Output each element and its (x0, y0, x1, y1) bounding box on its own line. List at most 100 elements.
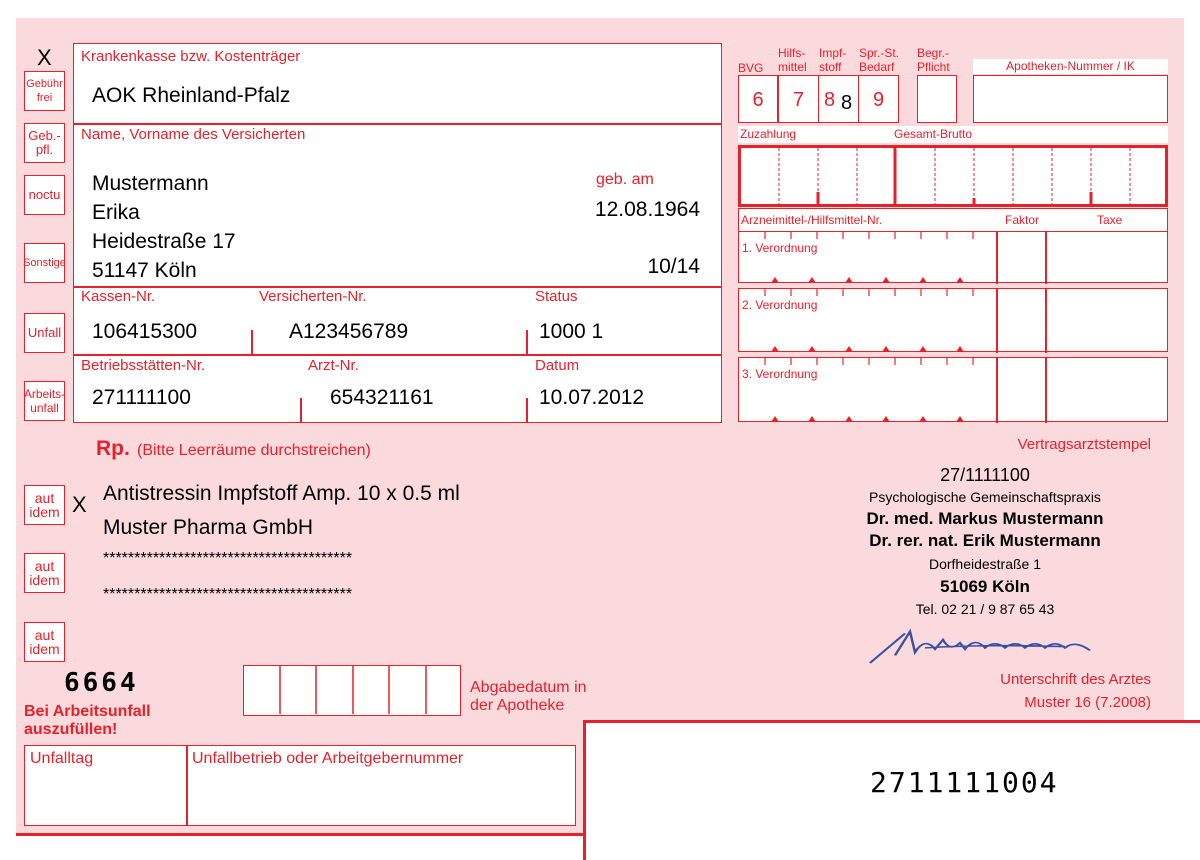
price-grid (778, 148, 1131, 204)
divider (73, 354, 722, 356)
rx-line-3[interactable]: **************************************** (103, 550, 353, 567)
checkbox-gebuehr-frei[interactable]: Gebühr frei (24, 71, 65, 111)
betriebs-value[interactable]: 271111100 (92, 386, 191, 409)
unfallbetrieb-label: Unfallbetrieb oder Arbeitgebernummer (192, 750, 464, 767)
betriebs-label: Betriebsstätten-Nr. (81, 357, 206, 374)
rx-line-4[interactable]: **************************************** (103, 586, 353, 603)
tick (526, 330, 528, 354)
checkbox-aut-idem-3[interactable]: aut idem (24, 622, 65, 662)
verordnung-label: 2. Verordnung (742, 298, 818, 312)
validity-value[interactable]: 10/14 (647, 255, 700, 278)
begr-box[interactable] (917, 75, 957, 123)
checkbox-sonstige[interactable]: Sonstige (23, 243, 66, 283)
apotheke-box[interactable] (973, 75, 1168, 123)
doctor-stamp: 27/1111100 Psychologische Gemeinschaftsp… (820, 464, 1150, 620)
form-cut-area (583, 720, 1200, 860)
stamp-phone: Tel. 02 21 / 9 87 65 43 (915, 601, 1055, 617)
checkbox-label: Geb.- pfl. (28, 128, 61, 157)
doctor-signature (868, 628, 1091, 664)
checkbox-label: aut idem (29, 627, 60, 657)
hilfsmittel-box[interactable]: 7 (778, 75, 819, 123)
taxe-label: Taxe (1097, 213, 1123, 227)
stamp-label: Vertragsarztstempel (1017, 436, 1151, 453)
checkbox-geb-pfl[interactable]: Geb.- pfl. (24, 123, 65, 163)
arbeitsunfall-warning: Bei Arbeitsunfall auszufüllen! (24, 703, 151, 738)
unfall-box[interactable] (24, 745, 576, 826)
pricing-header (738, 126, 1168, 143)
versicherten-label: Versicherten-Nr. (259, 288, 367, 305)
checkbox-aut-idem-2[interactable]: aut idem (24, 553, 65, 593)
patient-lastname: Mustermann (92, 172, 209, 195)
signature-label: Unterschrift des Arztes (1000, 671, 1151, 688)
stamp-practice: Psychologische Gemeinschaftspraxis (869, 489, 1101, 505)
checkbox-aut-idem-1[interactable]: aut idem (24, 485, 65, 525)
checkbox-label: Sonstige (23, 257, 66, 269)
divider (73, 286, 722, 288)
ocr-code: 2711111004 (870, 766, 1059, 799)
insurer-label: Krankenkasse bzw. Kostenträger (81, 48, 301, 65)
patient-street: Heidestraße 17 (92, 230, 236, 253)
arzt-label: Arzt-Nr. (308, 357, 359, 374)
stamp-doctor-1: Dr. med. Markus Mustermann (866, 509, 1104, 528)
versicherten-value[interactable]: A123456789 (289, 320, 409, 343)
stamp-street: Dorfheidestraße 1 (928, 556, 1042, 572)
begr-label: Begr.- Pflicht (917, 46, 950, 74)
tick (300, 398, 302, 422)
checkbox-unfall[interactable]: Unfall (24, 313, 65, 353)
abgabedatum-label: Abgabedatum in der Apotheke (470, 679, 587, 714)
price-box[interactable] (738, 145, 1168, 207)
brutto-label: Gesamt-Brutto (894, 127, 973, 141)
bvg-box[interactable]: 6 (738, 75, 778, 123)
date-grid (279, 666, 427, 714)
patient-city: 51147 Köln (92, 259, 197, 282)
verordnung-row[interactable]: 3. Verordnung (738, 357, 1168, 423)
row-grid (764, 232, 1047, 284)
abgabedatum-boxes[interactable] (243, 665, 461, 716)
dob-value[interactable]: 12.08.1964 (594, 198, 700, 221)
datum-value[interactable]: 10.07.2012 (539, 386, 645, 409)
status-label: Status (535, 288, 578, 305)
check-mark: 8 (841, 92, 853, 114)
unfalltag-label: Unfalltag (30, 750, 94, 767)
form-code: 6664 (64, 668, 139, 698)
box-number: 8 (824, 89, 836, 111)
check-mark: X (72, 492, 87, 517)
checkbox-label: aut idem (29, 490, 60, 520)
checkbox-label: noctu (28, 187, 61, 202)
status-value[interactable]: 1000 1 (539, 320, 604, 343)
patient-address[interactable]: Mustermann Erika Heidestraße 17 51147 Kö… (92, 169, 236, 285)
spr-label: Spr.-St. Bedarf (859, 46, 900, 74)
tick (251, 330, 253, 354)
faktor-label: Faktor (1005, 213, 1040, 227)
arznei-header (738, 208, 1168, 231)
checkbox-label: Arbeits- unfall (23, 387, 66, 415)
row-grid (764, 289, 1047, 353)
dob-label: geb. am (596, 171, 654, 188)
zuzahlung-label: Zuzahlung (740, 127, 797, 141)
verordnung-label: 3. Verordnung (742, 367, 818, 381)
stamp-doctor-2: Dr. rer. nat. Erik Mustermann (869, 531, 1101, 550)
kassen-label: Kassen-Nr. (81, 288, 156, 305)
rx-line-1[interactable]: Antistressin Impfstoff Amp. 10 x 0.5 ml (103, 482, 460, 505)
insurer-value[interactable]: AOK Rheinland-Pfalz (92, 84, 291, 107)
spr-box[interactable]: 9 (858, 75, 899, 123)
checkbox-arbeitsunfall[interactable]: Arbeits- unfall (24, 381, 65, 421)
checkbox-noctu[interactable]: noctu (24, 175, 65, 215)
verordnung-row[interactable]: 2. Verordnung (738, 288, 1168, 353)
stamp-city: 51069 Köln (940, 577, 1030, 596)
rp-hint: (Bitte Leerräume durchstreichen) (137, 442, 371, 459)
tick (526, 398, 528, 422)
impfstoff-label: Impf- stoff (819, 46, 847, 74)
divider (73, 123, 722, 125)
checkbox-label: Gebühr frei (26, 78, 63, 104)
arzt-value[interactable]: 654321161 (330, 386, 434, 409)
patient-label: Name, Vorname des Versicherten (81, 126, 306, 143)
rx-line-2[interactable]: Muster Pharma GmbH (103, 516, 314, 539)
stamp-bsnr: 27/1111100 (940, 465, 1030, 485)
verordnung-row[interactable]: 1. Verordnung (738, 231, 1168, 284)
patient-firstname: Erika (92, 201, 140, 224)
bvg-label: BVG (738, 61, 764, 75)
checkbox-label: aut idem (29, 558, 60, 588)
kassen-value[interactable]: 106415300 (92, 320, 198, 343)
